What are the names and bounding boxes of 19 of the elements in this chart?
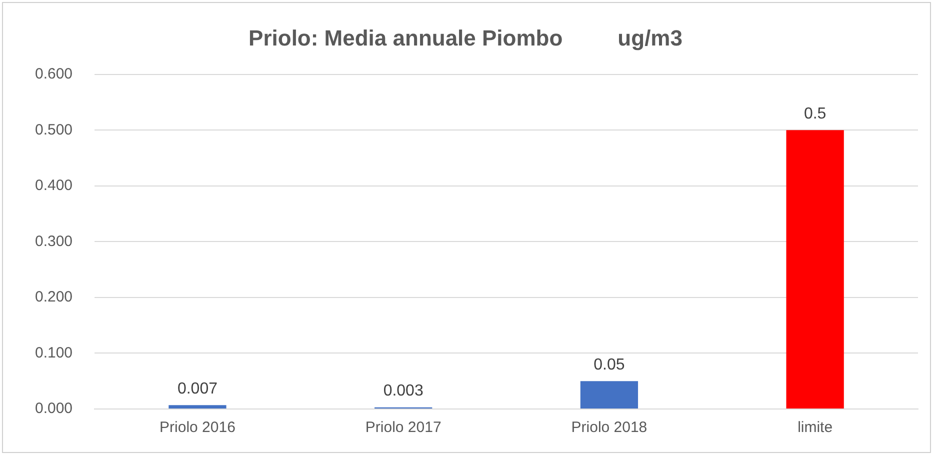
bar [786, 130, 844, 408]
x-tick-label: Priolo 2018 [571, 419, 648, 436]
data-label: 0.003 [383, 382, 424, 400]
bar [580, 381, 638, 408]
y-tick-label: 0.300 [34, 232, 73, 250]
y-tick-label: 0.500 [34, 121, 73, 138]
y-tick-label: 0.600 [34, 66, 73, 83]
x-tick-label: limite [798, 419, 833, 436]
data-label: 0.05 [594, 356, 625, 374]
y-tick-label: 0.000 [34, 400, 73, 418]
chart-title: Priolo: Media annuale Piombo ug/m3 [248, 25, 682, 50]
y-tick-label: 0.200 [34, 288, 73, 306]
data-label: 0.5 [804, 106, 826, 123]
y-tick-label: 0.400 [34, 177, 73, 194]
y-tick-label: 0.100 [34, 344, 73, 362]
x-tick-label: Priolo 2017 [365, 419, 442, 436]
data-label: 0.007 [177, 380, 218, 398]
bar [168, 405, 226, 408]
x-tick-label: Priolo 2016 [160, 419, 236, 436]
